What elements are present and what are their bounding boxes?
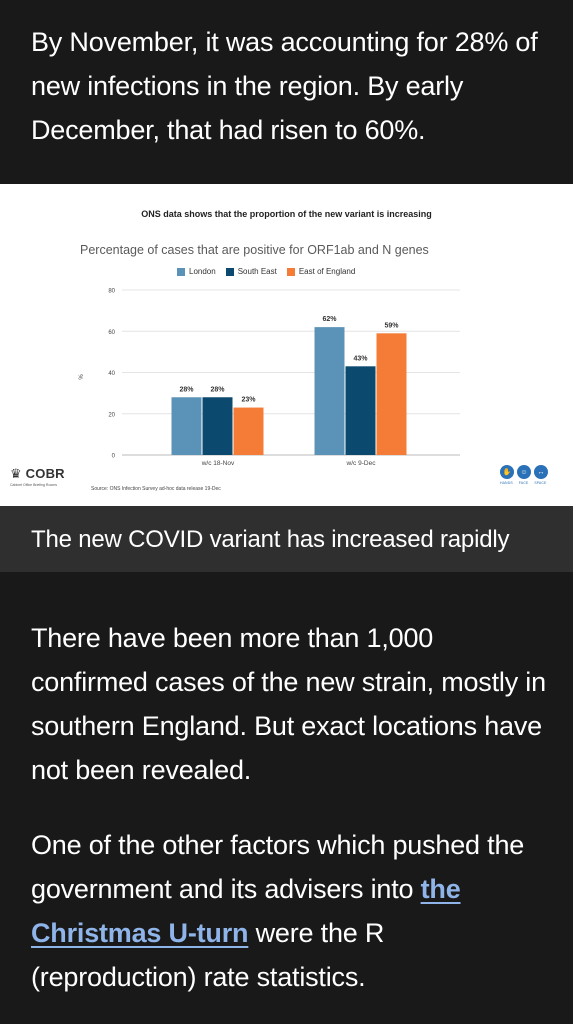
article-paragraph: By November, it was accounting for 28% o…	[31, 27, 538, 145]
legend-item-east-of-england: East of England	[286, 267, 356, 276]
bar	[171, 397, 202, 455]
legend-swatch	[286, 267, 295, 276]
chart-legend: London South East East of England	[177, 267, 355, 276]
legend-label: East of England	[298, 267, 356, 276]
bar	[202, 397, 233, 455]
face-icon: ☺	[517, 465, 531, 479]
y-tick-label: 80	[108, 289, 115, 295]
legend-item-south-east: South East	[225, 267, 277, 276]
hfs-label: HANDS	[500, 481, 513, 485]
bar-value-label: 59%	[384, 322, 399, 329]
bar-value-label: 43%	[353, 355, 368, 362]
bar-chart: 0 20 40 60 80% 28% 28% 23% w/c 18-Nov 62% 43% 59% w/…	[79, 289, 460, 467]
y-tick-label: 60	[108, 330, 115, 336]
x-tick-label: w/c 18-Nov	[201, 460, 235, 467]
x-tick-label: w/c 9-Dec	[346, 460, 377, 467]
space-icon: ↔	[534, 465, 548, 479]
cobr-logo: ♛ COBR Cabinet Office Briefing Rooms	[10, 466, 65, 487]
y-tick-label: 20	[108, 412, 115, 418]
legend-swatch	[225, 267, 234, 276]
legend-label: London	[189, 267, 216, 276]
christmas-u-turn-link[interactable]: the Christmas U-turn	[31, 874, 461, 948]
y-tick-label: 0	[112, 454, 116, 460]
chart-source: Source: ONS Infection Survey ad-hoc data…	[91, 486, 221, 492]
chart-subtitle: Percentage of cases that are positive fo…	[80, 243, 429, 257]
bar	[376, 333, 407, 455]
article-paragraph: There have been more than 1,000 confirme…	[31, 623, 546, 785]
hands-icon: ✋	[500, 465, 514, 479]
bar	[345, 366, 376, 455]
bar-value-label: 62%	[322, 316, 337, 323]
chart-figure: ONS data shows that the proportion of th…	[0, 184, 573, 506]
chart-title: ONS data shows that the proportion of th…	[141, 209, 432, 219]
legend-label: South East	[237, 267, 277, 276]
legend-swatch	[177, 267, 185, 276]
cobr-subtitle: Cabinet Office Briefing Rooms	[10, 483, 58, 487]
cobr-logo-text: COBR	[25, 466, 65, 481]
legend-item-london: London	[177, 267, 216, 276]
y-tick-label: 40	[108, 371, 115, 377]
crest-icon: ♛	[10, 466, 26, 481]
bar-value-label: 28%	[179, 386, 194, 393]
bar	[314, 327, 345, 455]
hfs-label: FACE	[518, 481, 529, 485]
article-paragraph: One of the other factors which pushed th…	[31, 823, 551, 999]
y-axis-label: %	[79, 374, 85, 380]
figure-caption-band: The new COVID variant has increased rapi…	[0, 506, 573, 572]
figure-caption: The new COVID variant has increased rapi…	[31, 526, 510, 553]
bar	[233, 407, 264, 455]
paragraph-text: were the R (reproduction) rate statistic…	[31, 918, 385, 992]
paragraph-text: One of the other factors which pushed th…	[31, 830, 525, 904]
hands-face-space-logo: ✋ ☺ ↔ HANDS FACE SPACE	[500, 465, 556, 485]
bar-value-label: 28%	[210, 386, 225, 393]
hfs-label: SPACE	[534, 481, 547, 485]
bar-value-label: 23%	[241, 397, 256, 404]
